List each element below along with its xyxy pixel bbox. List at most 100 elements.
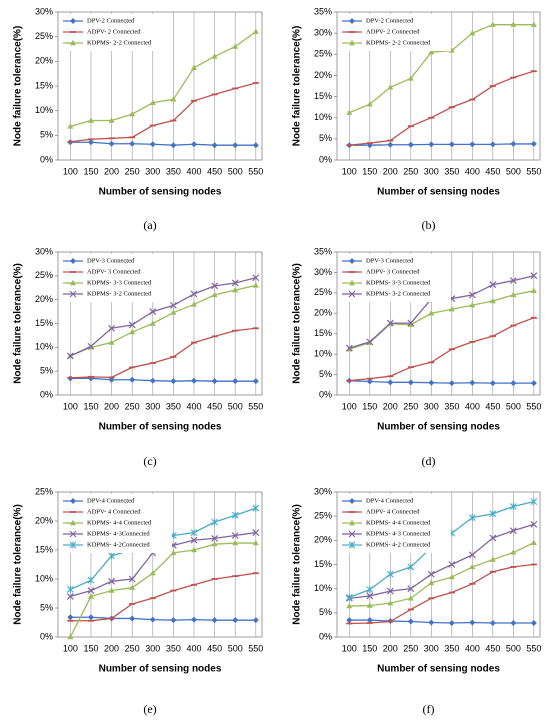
legend-label: KDPMS- 4-2Connected	[87, 541, 150, 548]
x-tick-label: 500	[228, 643, 243, 653]
marker	[530, 21, 537, 27]
series-line	[349, 70, 535, 146]
marker	[489, 141, 496, 148]
y-tick-label: 5%	[319, 369, 332, 379]
marker	[211, 378, 218, 385]
y-tick-label: 15%	[35, 318, 53, 328]
marker	[232, 378, 239, 385]
x-tick-label: 250	[403, 643, 418, 653]
marker	[66, 585, 74, 593]
marker	[366, 586, 374, 594]
marker	[149, 141, 156, 148]
marker	[469, 379, 476, 386]
x-tick-label: 300	[424, 401, 439, 411]
marker	[349, 18, 355, 24]
x-tick-label: 250	[403, 166, 418, 176]
marker	[232, 142, 239, 149]
marker	[66, 352, 74, 360]
marker	[231, 532, 239, 539]
marker	[87, 593, 94, 599]
series-line	[70, 327, 256, 379]
y-tick-label: 30%	[314, 28, 332, 38]
x-tick-label: 450	[207, 401, 222, 411]
legend-label: KDPMS- 4-3 Connected	[366, 530, 431, 537]
legend-label: KDPMS- 4-2 Connected	[366, 541, 431, 548]
marker	[191, 301, 197, 307]
y-axis-label: Node failure tolerance(%)	[292, 263, 303, 384]
series-line	[70, 277, 256, 357]
legend-label: KDPMS- 3-2 Connected	[87, 290, 152, 297]
marker	[348, 541, 356, 549]
marker	[87, 576, 95, 584]
marker	[69, 530, 77, 538]
x-tick-label: 450	[207, 643, 222, 653]
y-axis-label: Node failure tolerance(%)	[13, 26, 24, 147]
marker	[469, 619, 476, 626]
marker	[129, 376, 136, 383]
marker	[128, 321, 136, 329]
marker	[252, 617, 259, 624]
y-tick-label: 5%	[40, 130, 53, 140]
legend-label: KDPMS- 4-4 Connected	[87, 519, 152, 526]
x-tick-label: 150	[362, 166, 377, 176]
series-line	[69, 542, 256, 638]
marker	[530, 498, 538, 506]
y-tick-label: 25%	[35, 270, 53, 280]
series-line	[70, 572, 256, 622]
marker	[70, 519, 76, 526]
marker	[407, 321, 414, 327]
x-tick-label: 450	[485, 643, 500, 653]
marker	[70, 18, 76, 24]
marker	[108, 552, 115, 560]
caption: (b)	[422, 218, 436, 232]
marker	[108, 577, 116, 585]
x-tick-label: 550	[248, 643, 263, 653]
marker	[510, 549, 517, 555]
marker	[211, 518, 218, 526]
x-tick-label: 450	[485, 166, 500, 176]
marker	[70, 258, 76, 264]
series-line	[349, 563, 534, 625]
marker	[468, 291, 476, 299]
x-tick-label: 400	[186, 643, 201, 653]
marker	[509, 527, 517, 535]
y-tick-label: 20%	[35, 294, 53, 304]
marker	[448, 47, 455, 53]
legend-label: DPV-4 Connected	[87, 497, 135, 504]
y-axis-label: Node failure tolerance(%)	[13, 504, 24, 625]
x-axis-label: Number of sensing nodes	[99, 422, 222, 433]
y-tick-label: 15%	[314, 328, 332, 338]
x-tick-label: 500	[506, 401, 521, 411]
x-tick-label: 500	[228, 401, 243, 411]
marker	[349, 258, 355, 264]
marker	[530, 272, 538, 280]
marker	[428, 619, 435, 626]
marker	[170, 549, 177, 556]
chart-panel: 100 150 200 250 300 350 400 450 500 550 0% 5% 10% 15%…	[13, 246, 264, 467]
series-line	[70, 141, 256, 146]
y-tick-label: 20%	[314, 70, 332, 80]
y-tick-label: 20%	[314, 308, 332, 318]
chart-panel: 100 150 200 250 300 350 400 450 500 550 0% 5% 10% 15%…	[13, 6, 264, 231]
legend-label: ADPV- 3 Connected	[87, 268, 141, 275]
x-tick-label: 200	[104, 166, 119, 176]
marker	[252, 378, 259, 385]
marker	[386, 570, 394, 578]
chart-panel: 100 150 200 250 300 350 400 450 500 550 0% 5% 10% 15%…	[292, 6, 542, 231]
marker	[149, 570, 156, 576]
marker	[407, 595, 414, 601]
y-tick-label: 0%	[40, 631, 53, 641]
y-tick-label: 20%	[35, 56, 53, 66]
legend-label: ADPV- 2 Connected	[87, 28, 141, 35]
series-line	[70, 284, 256, 357]
y-tick-label: 5%	[319, 133, 332, 143]
marker	[252, 274, 260, 282]
x-tick-label: 500	[506, 166, 521, 176]
x-tick-label: 200	[383, 643, 398, 653]
x-tick-label: 250	[125, 166, 140, 176]
marker	[407, 75, 414, 81]
marker	[489, 380, 496, 387]
marker	[190, 536, 198, 544]
marker	[87, 587, 95, 595]
